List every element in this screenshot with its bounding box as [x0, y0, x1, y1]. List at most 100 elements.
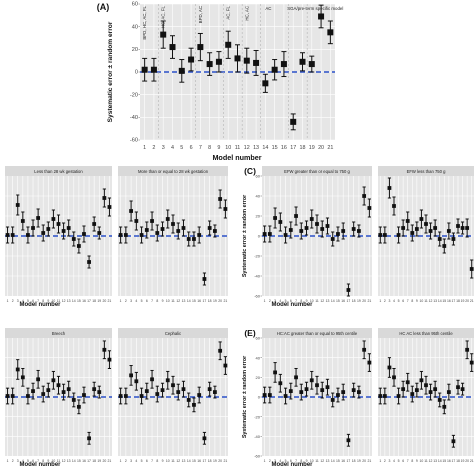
x-tick-label: 18: [456, 299, 460, 303]
x-tick-label: 21: [223, 459, 227, 463]
x-tick-label: 14: [331, 459, 335, 463]
data-point: [267, 393, 272, 397]
y-tick-label: 20: [256, 375, 261, 380]
data-point: [401, 226, 406, 230]
facet-strip-label: HC:AC greater than or equal to 95th cent…: [277, 331, 358, 336]
data-point: [405, 219, 410, 223]
data-point: [225, 41, 232, 48]
data-point: [294, 214, 298, 218]
x-tick-label: 15: [336, 299, 340, 303]
data-point: [36, 377, 41, 382]
x-tick-label: 8: [156, 459, 158, 463]
x-tick-label: 1: [120, 459, 122, 463]
data-point: [351, 227, 356, 231]
data-point: [41, 231, 46, 235]
data-point: [31, 389, 35, 393]
data-point: [129, 209, 133, 213]
x-tick-label: 3: [17, 459, 19, 463]
x-tick-label: 21: [108, 459, 112, 463]
data-point: [362, 347, 367, 352]
x-tick-label: 13: [253, 145, 259, 151]
data-point: [451, 439, 456, 444]
x-tick-label: 17: [452, 459, 456, 463]
x-tick-label: 18: [208, 299, 212, 303]
data-point: [46, 227, 51, 231]
x-tick-label: 11: [171, 299, 175, 303]
data-point: [71, 237, 76, 241]
x-tick-label: 5: [27, 299, 29, 303]
data-point: [206, 61, 213, 68]
facet-strip-label: More than or equal to 28 wk gestation: [138, 169, 209, 174]
data-point: [36, 216, 41, 220]
x-tick-label: 16: [82, 459, 86, 463]
data-point: [299, 229, 304, 233]
data-point: [71, 398, 76, 402]
y-tick-label: 40: [132, 24, 138, 30]
data-point: [304, 387, 309, 392]
y-tick-label: 60: [256, 174, 261, 179]
x-tick-label: 12: [429, 459, 433, 463]
x-tick-label: 1: [7, 299, 9, 303]
panel-label-a: (A): [97, 2, 110, 12]
data-point: [51, 378, 56, 383]
data-point: [26, 394, 30, 398]
x-tick-label: 7: [295, 459, 297, 463]
data-point: [243, 57, 250, 64]
x-tick-label: 7: [199, 145, 202, 151]
x-tick-label: 5: [141, 459, 143, 463]
x-tick-label: 7: [37, 299, 39, 303]
data-point: [442, 404, 447, 409]
x-tick-label: 7: [295, 299, 297, 303]
facet-plot: 1 2 3 4 5 6 7 8 9 10 11 12 13 14 15 16 17 18 19 20 21-60-40-…: [254, 328, 372, 463]
y-tick-label: -60: [254, 294, 261, 299]
x-axis-label: Model number: [19, 302, 61, 308]
x-tick-label: 7: [407, 459, 409, 463]
data-point: [144, 228, 149, 232]
x-tick-label: 5: [285, 459, 287, 463]
data-point: [278, 381, 283, 386]
data-point: [141, 66, 148, 73]
x-tick-label: 8: [411, 459, 413, 463]
x-tick-label: 12: [244, 145, 250, 151]
data-point: [15, 367, 20, 372]
data-point: [118, 233, 123, 237]
data-point: [144, 389, 149, 393]
group-label: BPD, AC: [198, 6, 203, 23]
data-point: [176, 390, 181, 394]
x-tick-label: 13: [182, 459, 186, 463]
x-tick-label: 5: [398, 299, 400, 303]
x-tick-label: 4: [135, 459, 137, 463]
group-label: HC, AC, FL: [161, 5, 166, 28]
x-tick-label: 11: [235, 145, 241, 151]
y-tick-label: -40: [130, 115, 138, 121]
x-tick-label: 2: [384, 459, 386, 463]
x-tick-label: 14: [187, 459, 191, 463]
x-tick-label: 8: [411, 299, 413, 303]
group-label: AC, FL: [226, 5, 231, 19]
data-point: [197, 44, 204, 51]
data-point: [320, 388, 325, 393]
x-tick-label: 15: [442, 299, 446, 303]
panel-label: (E): [244, 328, 256, 338]
x-tick-label: 20: [102, 459, 106, 463]
x-tick-label: 8: [300, 459, 302, 463]
x-tick-label: 4: [22, 459, 24, 463]
x-tick-label: 21: [367, 459, 371, 463]
x-tick-label: 2: [125, 459, 127, 463]
x-tick-label: 21: [327, 145, 333, 151]
facet-strip: [5, 166, 112, 176]
data-point: [176, 229, 181, 233]
data-point: [10, 394, 15, 398]
x-tick-label: 15: [442, 459, 446, 463]
x-tick-label: 11: [424, 299, 428, 303]
x-tick-label: 15: [192, 299, 196, 303]
x-tick-label: 14: [187, 299, 191, 303]
data-point: [97, 390, 102, 394]
data-point: [123, 233, 128, 237]
x-tick-label: 8: [42, 459, 44, 463]
x-axis-label: Model number: [212, 153, 261, 162]
data-point: [51, 217, 56, 221]
x-tick-label: 5: [27, 459, 29, 463]
x-tick-label: 16: [197, 299, 201, 303]
